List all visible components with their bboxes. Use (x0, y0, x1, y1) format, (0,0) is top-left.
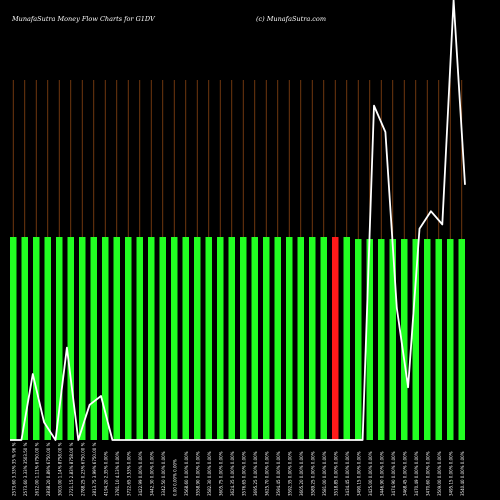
site-watermark: (c) MunafaSutra.com (256, 15, 326, 23)
flow-bar (159, 237, 166, 440)
flow-bar (458, 239, 465, 440)
x-tick-label: 3781.10 4.13% 0.00% (115, 451, 120, 496)
flow-bar (194, 237, 201, 440)
flow-bar (435, 239, 442, 440)
x-tick-label: 3474.90 0.00% 0.00% (391, 451, 396, 496)
flow-bar (205, 237, 212, 440)
flow-bar (309, 237, 316, 440)
flow-bar (228, 237, 235, 440)
x-tick-label: 3582.30 0.00% 0.00% (207, 451, 212, 496)
flow-bar (274, 237, 281, 440)
flow-bar (424, 239, 431, 440)
flow-bar (136, 237, 143, 440)
flow-bar (44, 237, 51, 440)
x-tick-label: 2612.00 1.11% 6750.00 % (34, 442, 39, 496)
x-tick-label: 3540.40 0.00% 0.00% (460, 451, 465, 496)
x-tick-label: 2573.60 3.33% 35 % 96 % (11, 442, 16, 496)
x-tick-label: 2838.20 0.89% 6750.00 % (46, 442, 51, 496)
x-tick-label: 3722.65 3.53% 0.00% (126, 451, 131, 496)
flow-bar (297, 237, 304, 440)
x-tick-label: 3422.99 0.00% 0.00% (138, 451, 143, 496)
x-tick-label: 3446.90 0.00% 0.00% (379, 451, 384, 496)
x-tick-label: 3434.45 0.00% 0.00% (345, 451, 350, 496)
flow-bar (125, 237, 132, 440)
flow-bar (343, 237, 350, 440)
money-flow-bars (10, 237, 465, 440)
x-tick-label: 0.00 0.00% 0.00% (172, 459, 177, 496)
price-line-layer (10, 0, 466, 441)
x-tick-label: 4194.20 2.35% 0.00% (103, 451, 108, 496)
flow-bar (171, 237, 178, 440)
x-tick-label: 3442.30 0.00% 0.00% (149, 451, 154, 496)
x-tick-labels: 2573.60 3.33% 35 % 96 % 2573.60 3.33% 350… (11, 442, 465, 496)
x-tick-label: 3576.65 0.00% 0.00% (241, 451, 246, 496)
flow-bar (33, 237, 40, 440)
x-tick-label: 3468.45 0.00% 0.00% (402, 451, 407, 496)
chart-title: MunafaSutra Money Flow Charts for G1DV (12, 15, 155, 23)
x-tick-label: 2573.60 3.33% 3503.50 % (23, 442, 28, 496)
x-tick-label: 3625.70 0.00% 0.00% (264, 451, 269, 496)
x-tick-label: 3342.50 0.00% 0.00% (161, 451, 166, 496)
x-tick-label: 3605.20 0.00% 0.00% (299, 451, 304, 496)
flow-bar (10, 237, 17, 440)
x-tick-label: 3518.85 0.00% 0.00% (333, 451, 338, 496)
flow-bar (447, 239, 454, 440)
x-tick-label: 2813.75 3.99% 6750.00 % (92, 442, 97, 496)
x-tick-label: 3592.35 0.00% 0.00% (287, 451, 292, 496)
flow-bar (113, 237, 120, 440)
flow-bar (332, 237, 339, 440)
x-tick-label: 3490.15 0.00% 0.00% (356, 451, 361, 496)
x-tick-label: 3495.15 0.00% 0.00% (448, 451, 453, 496)
flow-bar (240, 237, 247, 440)
flow-bar (148, 237, 155, 440)
flow-bar (67, 237, 74, 440)
flow-bar (79, 237, 86, 440)
x-tick-label: 2788.25 0.23% 6750.00 % (80, 442, 85, 496)
flow-bar (102, 237, 109, 440)
flow-bar (389, 239, 396, 440)
flow-bar (412, 239, 419, 440)
flow-bar (366, 239, 373, 440)
x-tick-label: 3695.25 0.00% 0.00% (253, 451, 258, 496)
flow-bar (251, 237, 258, 440)
x-tick-label: 3470.49 0.00% 0.00% (414, 451, 419, 496)
flow-bar (286, 237, 293, 440)
x-tick-label: 3003.00 1.14% 8758.00 % (57, 442, 62, 496)
x-tick-label: 3558.90 0.00% 0.00% (195, 451, 200, 496)
flow-bar (90, 237, 97, 440)
x-tick-label: 3605.75 0.00% 0.00% (218, 451, 223, 496)
flow-bar (355, 239, 362, 440)
flow-bar (401, 239, 408, 440)
x-tick-label: 3568.60 0.00% 0.00% (184, 451, 189, 496)
flow-bar (320, 237, 327, 440)
x-tick-label: 3581.00 0.00% 0.00% (322, 451, 327, 496)
price-line (10, 0, 466, 441)
x-tick-label: 3509.00 0.00% 0.00% (437, 451, 442, 496)
flow-bar (217, 237, 224, 440)
x-tick-label: 3425.00 0.00% 0.00% (368, 451, 373, 496)
x-tick-label: 3589.25 0.00% 0.00% (310, 451, 315, 496)
flow-bar (378, 239, 385, 440)
x-tick-label: 3624.35 0.00% 0.00% (230, 451, 235, 496)
flow-bar (21, 237, 28, 440)
x-tick-label: 3594.45 0.00% 0.00% (276, 451, 281, 496)
flow-bar (182, 237, 189, 440)
x-tick-label: 3470.60 0.00% 0.00% (425, 451, 430, 496)
flow-bar (263, 237, 270, 440)
x-tick-label: 2721.15 2.83% 8758.00 % (69, 442, 74, 496)
flow-bar (56, 237, 63, 440)
